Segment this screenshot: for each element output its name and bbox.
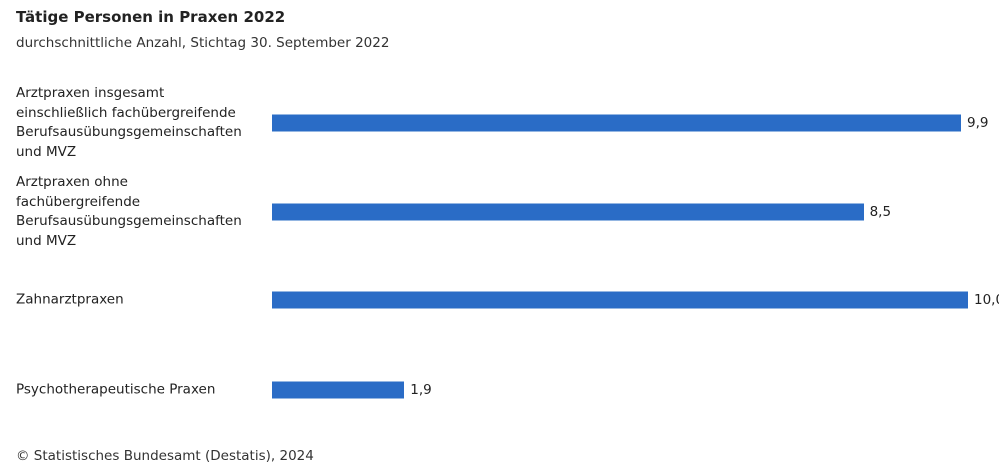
bar — [272, 203, 864, 221]
value-label: 10,0 — [974, 292, 999, 308]
bar — [272, 291, 968, 309]
bar — [272, 114, 962, 132]
chart-title: Tätige Personen in Praxen 2022 — [16, 8, 286, 26]
category-label: Zahnarztpraxen — [16, 291, 124, 308]
chart-subtitle: durchschnittliche Anzahl, Stichtag 30. S… — [16, 35, 390, 51]
category-label: Arztpraxen ohne fachübergreifende Berufs… — [16, 174, 242, 249]
value-label: 1,9 — [410, 382, 432, 398]
source-note: © Statistisches Bundesamt (Destatis), 20… — [16, 448, 314, 464]
category-label: Psychotherapeutische Praxen — [16, 381, 216, 398]
value-label: 9,9 — [967, 115, 989, 131]
bar — [272, 381, 405, 399]
category-label: Arztpraxen insgesamt einschließlich fach… — [16, 85, 242, 160]
value-label: 8,5 — [869, 204, 892, 220]
